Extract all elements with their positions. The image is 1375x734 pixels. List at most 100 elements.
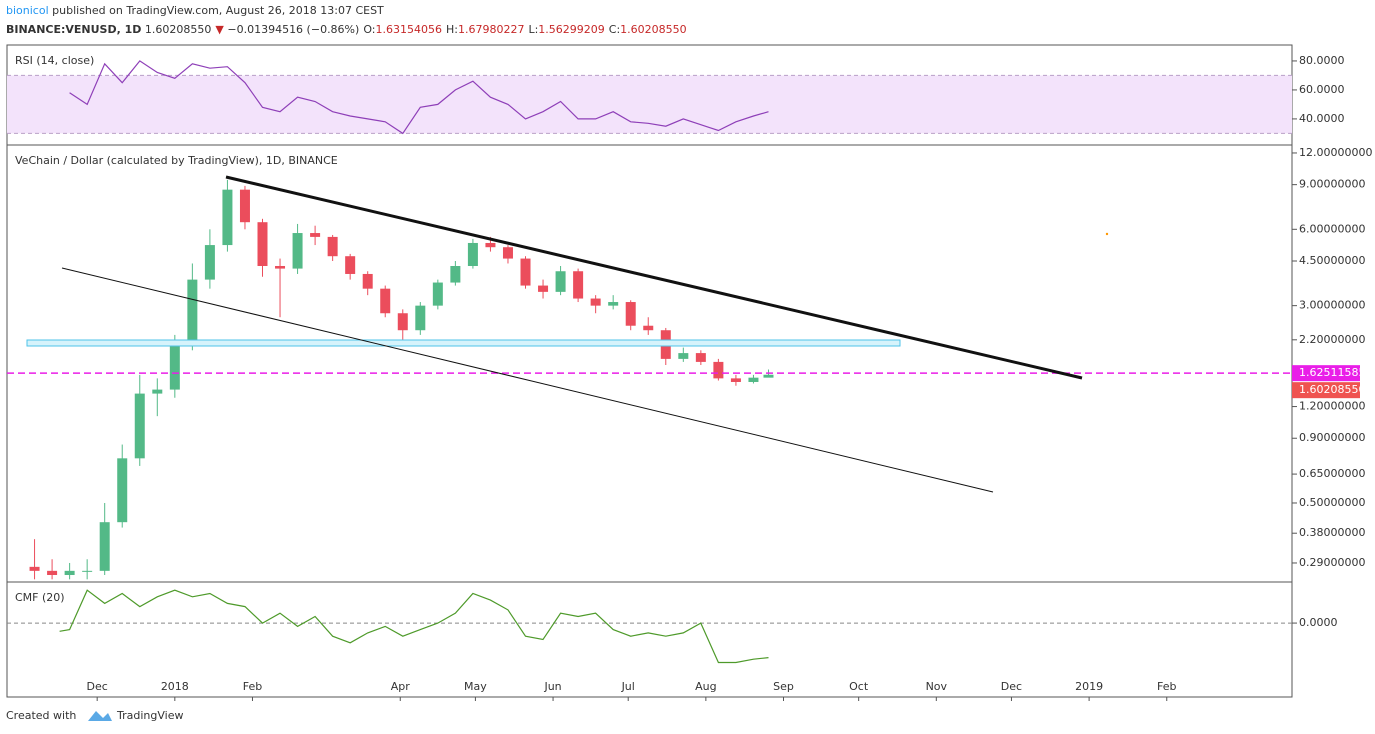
- candle-body: [520, 258, 531, 286]
- support-zone: [26, 339, 901, 347]
- y-tick-label: 80.0000: [1299, 54, 1345, 67]
- y-tick-label: 0.38000000: [1299, 526, 1365, 539]
- candle-body: [432, 282, 443, 306]
- y-tick-label: 60.0000: [1299, 83, 1345, 96]
- author[interactable]: bionicol: [6, 4, 49, 17]
- pane-title: RSI (14, close): [15, 54, 94, 67]
- ohlc-value: 1.67980227: [458, 23, 524, 36]
- down-arrow: ▼: [215, 23, 224, 36]
- candle-body: [730, 378, 741, 382]
- price-tag-label: 1.60208550: [1299, 383, 1365, 396]
- x-tick-label: Dec: [1001, 680, 1022, 693]
- ohlc-label: L:: [528, 23, 538, 36]
- x-tick-label: Dec: [87, 680, 108, 693]
- y-tick-label: 0.50000000: [1299, 496, 1365, 509]
- ohlc-value: 1.56299209: [538, 23, 604, 36]
- candle-body: [169, 344, 180, 390]
- y-tick-label: 4.50000000: [1299, 254, 1365, 267]
- candle-body: [257, 222, 268, 266]
- x-tick-label: May: [464, 680, 487, 693]
- price: 1.60208550: [145, 23, 211, 36]
- trend-line: [61, 267, 994, 493]
- candle-body: [99, 522, 110, 571]
- y-tick-label: 3.00000000: [1299, 299, 1365, 312]
- y-tick-label: 6.00000000: [1299, 222, 1365, 235]
- ohlc-value: 1.60208550: [620, 23, 686, 36]
- candle-body: [590, 298, 601, 306]
- x-tick-label: Jul: [621, 680, 635, 693]
- candle-body: [134, 393, 145, 459]
- y-tick-label: 0.65000000: [1299, 467, 1365, 480]
- x-tick-label: 2018: [161, 680, 189, 693]
- footer-created: Created with: [6, 709, 76, 722]
- y-tick-label: 0.0000: [1299, 616, 1338, 629]
- y-tick-label: 40.0000: [1299, 112, 1345, 125]
- candle-body: [450, 265, 461, 283]
- candle-body: [485, 242, 496, 248]
- y-tick-label: 0.29000000: [1299, 556, 1365, 569]
- trend-line: [225, 175, 1083, 380]
- candle-body: [117, 458, 128, 523]
- candle-body: [64, 570, 75, 576]
- candle-body: [397, 313, 408, 331]
- candle-body: [239, 189, 250, 223]
- chart-layer: RSI (14, close) 80.0000 60.0000 40.0000 VeCh…: [7, 54, 1372, 701]
- candle-body: [502, 247, 513, 259]
- candle-body: [327, 236, 338, 257]
- x-tick-label: Jun: [543, 680, 561, 693]
- candle-body: [467, 242, 478, 266]
- candle-body: [763, 374, 774, 378]
- marker: [1105, 232, 1109, 236]
- candle-body: [380, 288, 391, 314]
- indicator-line: [59, 589, 769, 664]
- ohlc-label: O:: [363, 23, 375, 36]
- x-tick-label: Apr: [391, 680, 411, 693]
- candle-body: [82, 570, 93, 572]
- price-tag: [1292, 382, 1360, 399]
- candle-body: [608, 302, 619, 306]
- candle-body: [292, 233, 303, 269]
- x-tick-label: Nov: [926, 680, 948, 693]
- candle-body: [555, 271, 566, 292]
- candle-body: [643, 325, 654, 331]
- published: published on TradingView.com, August 26,…: [52, 4, 384, 17]
- candle-body: [47, 570, 58, 576]
- price-tag: [1292, 365, 1360, 382]
- x-tick-label: Oct: [849, 680, 869, 693]
- candle-body: [748, 377, 759, 382]
- candle-body: [713, 361, 724, 379]
- pane-title: CMF (20): [15, 591, 65, 604]
- candle-body: [152, 389, 163, 394]
- ohlc-label: C:: [609, 23, 620, 36]
- candle-body: [678, 353, 689, 359]
- x-tick-label: Sep: [773, 680, 794, 693]
- candle-body: [222, 189, 233, 246]
- candle-body: [695, 353, 706, 362]
- ohlc-value: 1.63154056: [375, 23, 441, 36]
- change: −0.01394516 (−0.86%): [227, 23, 359, 36]
- candle-body: [29, 566, 40, 571]
- x-tick-label: Feb: [1157, 680, 1176, 693]
- y-tick-label: 1.20000000: [1299, 400, 1365, 413]
- candle-body: [573, 271, 584, 299]
- tv-logo: [88, 711, 112, 721]
- x-tick-label: Feb: [243, 680, 262, 693]
- y-tick-label: 2.20000000: [1299, 333, 1365, 346]
- y-tick-label: 12.00000000: [1299, 146, 1372, 159]
- candle-body: [204, 245, 215, 280]
- symbol-line: BINANCE:VENUSD, 1D 1.60208550 ▼ −0.013945…: [6, 23, 687, 36]
- candle-body: [275, 265, 286, 269]
- footer-brand[interactable]: TradingView: [116, 709, 183, 722]
- candle-body: [362, 273, 373, 289]
- candle-body: [415, 305, 426, 331]
- indicator-line: [69, 60, 769, 135]
- candle-body: [187, 279, 198, 345]
- rsi-band: [7, 75, 1292, 134]
- y-tick-label: 9.00000000: [1299, 178, 1365, 191]
- header-line: bionicol published on TradingView.com, A…: [6, 4, 384, 17]
- candle-body: [538, 285, 549, 292]
- candle-body: [310, 233, 321, 237]
- ohlc-label: H:: [446, 23, 458, 36]
- pane-title: VeChain / Dollar (calculated by TradingV…: [15, 154, 338, 167]
- x-tick-label: 2019: [1075, 680, 1103, 693]
